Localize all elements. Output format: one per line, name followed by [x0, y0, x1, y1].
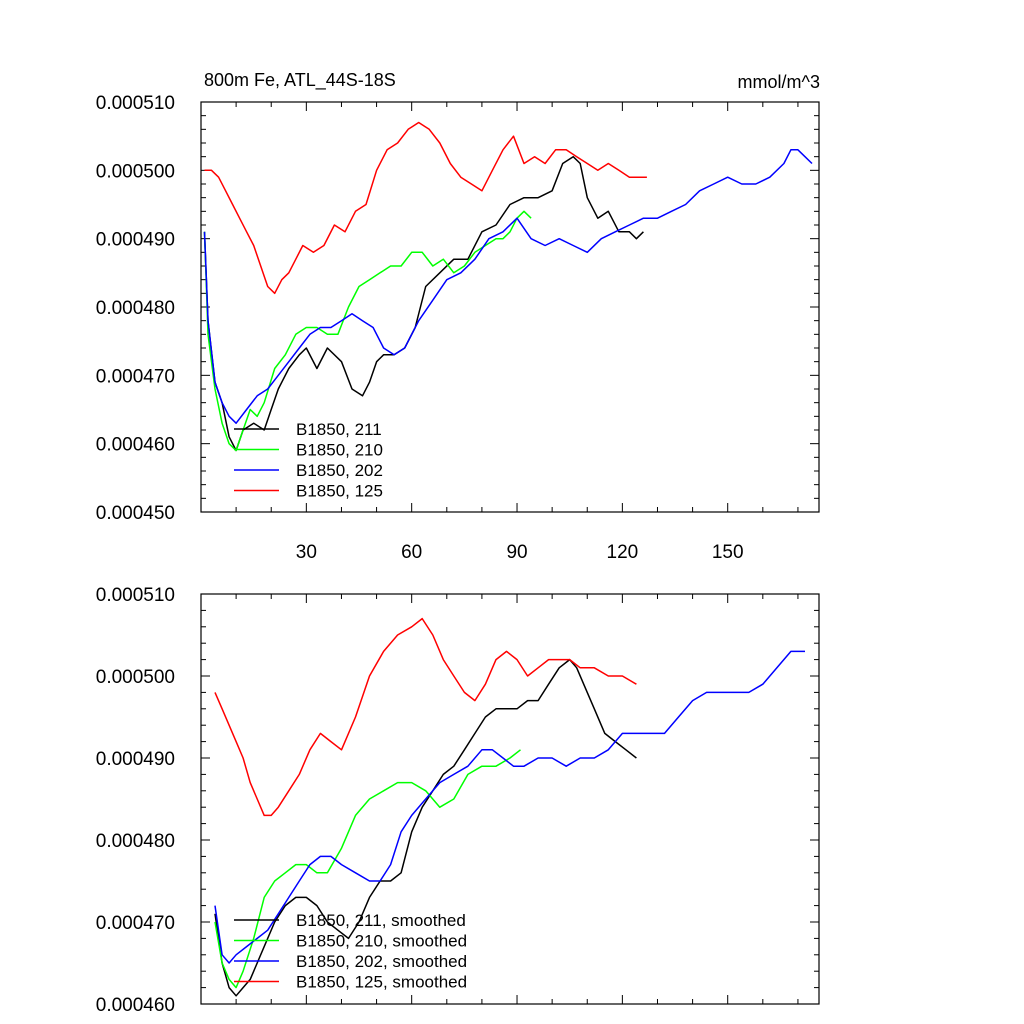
legend-label: B1850, 202, smoothed — [296, 952, 467, 971]
series-line-4 — [204, 121, 647, 295]
tick-layer: 0.000450 0.000460 0.000470 0.000480 0.000490… — [96, 93, 819, 563]
series-line-1 — [203, 155, 644, 452]
series-line-1 — [214, 658, 637, 997]
legend-label: B1850, 125, smoothed — [296, 973, 467, 992]
y-tick-label: 0.000500 — [96, 667, 175, 688]
legend: B1850, 211, smoothed B1850, 210, smoothed… — [234, 911, 467, 992]
y-tick-label: 0.000460 — [96, 435, 175, 456]
x-tick-label: 90 — [506, 542, 527, 563]
y-tick-label: 0.000510 — [96, 585, 175, 606]
y-tick-label: 0.000470 — [96, 913, 175, 934]
y-tick-label: 0.000450 — [96, 503, 175, 524]
y-tick-label: 0.000480 — [96, 831, 175, 852]
x-tick-label: 120 — [607, 542, 639, 563]
chart-panel-top: 800m Fe, ATL_44S-18S mmol/m^3 0.0004500.… — [96, 70, 820, 563]
y-tick-label: 0.000510 — [96, 93, 175, 114]
legend-label: B1850, 202 — [296, 461, 383, 480]
series-line-3 — [214, 650, 805, 964]
x-tick-label: 60 — [401, 542, 422, 563]
legend-label: B1850, 211, smoothed — [296, 911, 466, 930]
chart-title: 800m Fe, ATL_44S-18S — [204, 70, 396, 91]
x-tick-label: 150 — [712, 542, 744, 563]
y-tick-label: 0.000470 — [96, 366, 175, 387]
series-line-4 — [214, 617, 637, 817]
series-line-3 — [203, 149, 813, 424]
chart-panel-bottom: 0.000460 0.000470 0.000480 0.000490 0.000500… — [96, 585, 820, 1016]
x-tick-label: 30 — [296, 542, 317, 563]
tick-layer: 0.000460 0.000470 0.000480 0.000490 0.000500… — [96, 585, 819, 1016]
plot-frame — [200, 593, 820, 1005]
legend-label: B1850, 210 — [296, 441, 383, 460]
series-layer — [203, 121, 813, 452]
plot-frame — [200, 101, 820, 513]
y-tick-label: 0.000490 — [96, 230, 175, 251]
y-tick-label: 0.000480 — [96, 298, 175, 319]
series-line-2 — [203, 210, 532, 452]
units-label: mmol/m^3 — [738, 72, 820, 92]
legend-label: B1850, 211 — [296, 420, 382, 439]
y-tick-label: 0.000500 — [96, 161, 175, 182]
legend-label: B1850, 125 — [296, 482, 383, 501]
y-tick-label: 0.000490 — [96, 749, 175, 770]
y-tick-label: 0.000460 — [96, 995, 175, 1016]
legend-label: B1850, 210, smoothed — [296, 932, 467, 951]
